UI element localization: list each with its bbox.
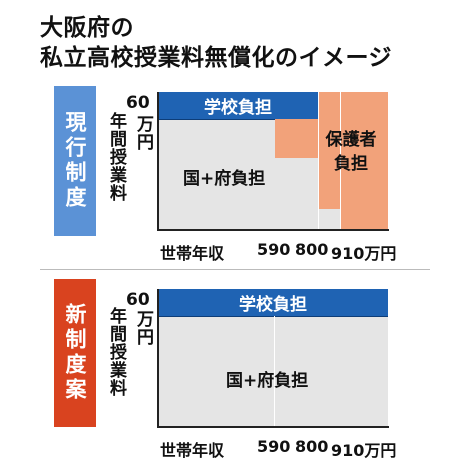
current-y-axis bbox=[157, 92, 159, 231]
current-guardian-label-line-1: 保護者 bbox=[325, 130, 377, 150]
new-x-axis bbox=[157, 426, 389, 428]
current-guardian-burden-910-plus bbox=[340, 92, 388, 230]
current-system-tab: 現行制度 bbox=[54, 86, 96, 236]
new-x-800: 800 bbox=[295, 437, 329, 456]
current-y-label: 年間授業料 bbox=[106, 112, 126, 202]
current-guardian-burden-590-800 bbox=[275, 119, 319, 158]
current-x-800: 800 bbox=[295, 240, 329, 259]
new-x-590: 590 bbox=[257, 437, 291, 456]
current-guardian-burden-label: 保護者 負担 bbox=[318, 128, 384, 176]
current-x-title: 世帯年収 bbox=[160, 244, 225, 263]
new-prefecture-burden-label: 国+府負担 bbox=[226, 371, 309, 391]
new-tick-60: 60 bbox=[126, 290, 150, 310]
new-school-burden-bar: 学校負担 bbox=[158, 289, 388, 317]
new-system-tab: 新制度案 bbox=[54, 279, 96, 427]
current-tick-unit: 万円 bbox=[133, 115, 153, 151]
new-tick-unit: 万円 bbox=[133, 310, 153, 346]
current-x-axis bbox=[157, 229, 389, 231]
new-y-label: 年間授業料 bbox=[106, 307, 126, 397]
current-prefecture-burden-label: 国+府負担 bbox=[183, 169, 266, 189]
new-guide-590 bbox=[274, 316, 275, 427]
current-x-590: 590 bbox=[257, 240, 291, 259]
title-line-1: 大阪府の bbox=[40, 15, 134, 41]
current-x-910: 910万円 bbox=[331, 244, 397, 263]
current-divider-910 bbox=[340, 92, 341, 230]
new-y-axis bbox=[157, 289, 159, 428]
new-x-910: 910万円 bbox=[331, 441, 397, 460]
current-divider-800 bbox=[318, 92, 319, 230]
new-x-title: 世帯年収 bbox=[160, 441, 225, 460]
current-guardian-label-line-2: 負担 bbox=[334, 154, 368, 174]
current-tick-60: 60 bbox=[126, 93, 150, 113]
panel-divider bbox=[40, 269, 430, 270]
current-school-burden-bar: 学校負担 bbox=[158, 92, 318, 120]
title-line-2: 私立高校授業料無償化のイメージ bbox=[40, 45, 393, 71]
